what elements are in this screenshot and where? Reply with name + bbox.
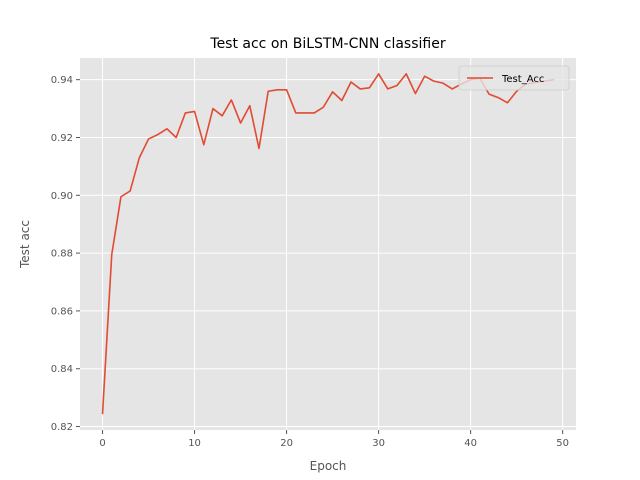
axis-ticks: 0 10 20 30 40 50 0.82 0.84 0.86 0.88 0.90 0.92 0.94 [51, 75, 569, 449]
legend-box [458, 65, 570, 91]
x-tick-label: 0 [99, 438, 105, 449]
x-tick-label: 20 [280, 438, 293, 449]
legend-label: Test_Acc [501, 74, 544, 85]
x-tick-label: 30 [372, 438, 385, 449]
y-tick-label: 0.84 [51, 364, 73, 375]
y-tick-label: 0.88 [51, 249, 73, 260]
x-axis-label: Epoch [310, 459, 347, 473]
chart-title: Test acc on BiLSTM-CNN classifier [209, 36, 445, 52]
y-tick-label: 0.94 [51, 75, 73, 86]
y-axis-label: Test acc [18, 220, 32, 269]
x-tick-label: 40 [464, 438, 477, 449]
y-tick-label: 0.82 [51, 422, 73, 433]
legend: Test_Acc [458, 65, 570, 91]
grid-lines [80, 58, 576, 430]
x-tick-label: 10 [188, 438, 201, 449]
y-tick-label: 0.90 [51, 191, 73, 202]
y-tick-label: 0.92 [51, 133, 73, 144]
y-tick-label: 0.86 [51, 306, 73, 317]
x-tick-label: 50 [556, 438, 569, 449]
plot-area [80, 58, 576, 430]
